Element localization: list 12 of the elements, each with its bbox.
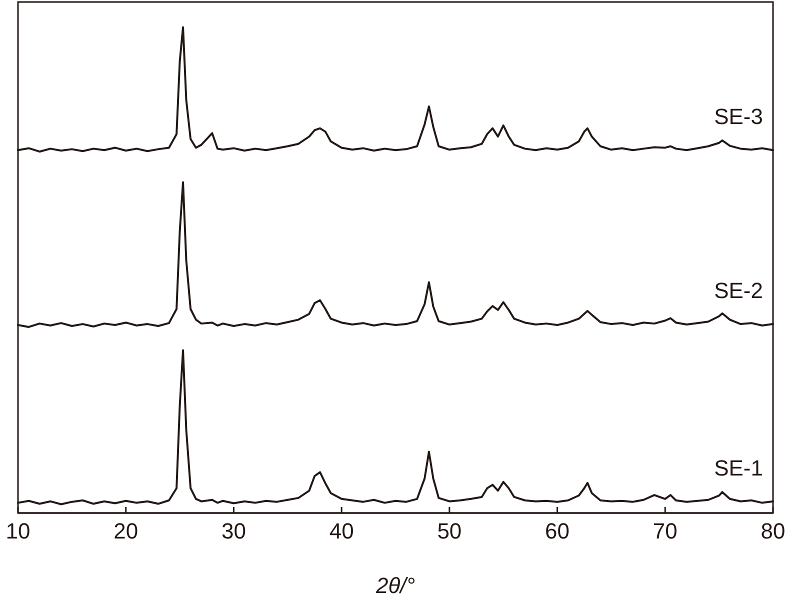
x-tick-label: 50 xyxy=(437,518,462,544)
x-tick-label: 80 xyxy=(760,518,786,544)
x-tick-label: 40 xyxy=(329,518,354,544)
x-tick-label: 30 xyxy=(221,518,246,544)
x-tick-label: 20 xyxy=(114,518,138,544)
series-label: SE-3 xyxy=(714,104,763,130)
series-label: SE-2 xyxy=(714,278,763,304)
series-label: SE-1 xyxy=(714,455,763,480)
x-tick-label: 60 xyxy=(545,518,570,544)
x-tick-label: 70 xyxy=(652,518,678,544)
x-axis-title: 2θ/° xyxy=(374,573,416,598)
x-tick-label: 10 xyxy=(6,518,30,544)
